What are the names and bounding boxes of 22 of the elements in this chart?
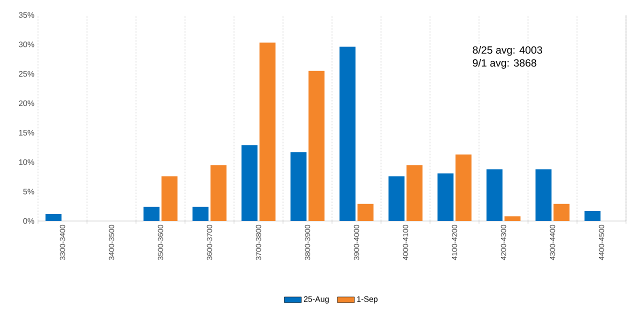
bar [162,176,178,221]
bar [46,214,62,221]
annotation: 9/1 avg: 3868 [472,58,536,69]
bar [242,145,258,221]
annotation: 8/25 avg: 4003 [472,46,542,56]
bar [388,176,405,221]
bar [456,154,472,221]
bar [340,46,356,221]
bar [504,216,521,221]
bar [438,173,454,221]
bar [260,42,276,221]
bar [486,169,503,221]
bar [290,152,307,221]
bar [210,165,227,221]
bar [192,206,209,221]
bar [584,210,601,221]
bar [144,206,160,221]
bar [358,204,374,221]
bar [554,204,570,221]
bar [308,70,325,221]
bar [536,169,552,221]
bar [406,165,423,221]
